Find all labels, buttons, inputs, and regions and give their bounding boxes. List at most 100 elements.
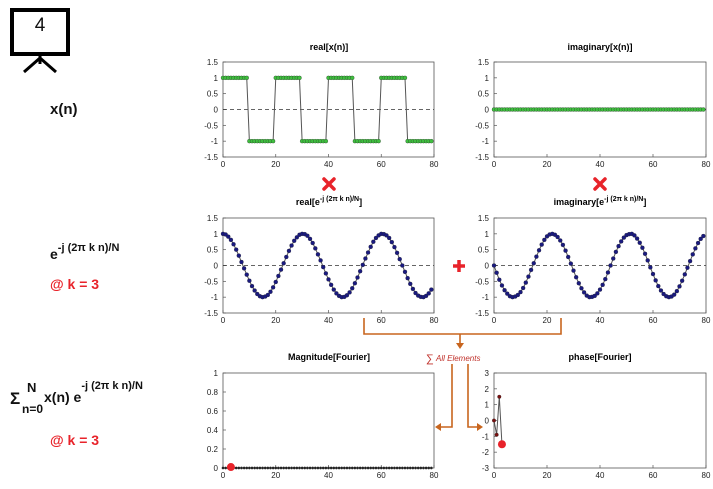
data-point [328,282,334,287]
chart-title: imaginary[e-j (2π k n)/N] [554,196,647,207]
x-tick-label: 20 [543,316,552,325]
data-point [292,238,297,243]
data-point [241,266,247,271]
data-point [414,466,417,470]
plot-area: 0 20 40 60 80 3 2 1 0 -1 -2 -3 [482,369,711,480]
data-point [534,254,539,259]
data-point [411,466,415,470]
y-tick-label: -2 [482,448,490,457]
data-point [502,288,507,293]
data-point [682,272,687,277]
y-tick-label: 1 [214,74,219,83]
y-tick-label: 1 [214,369,219,378]
data-point [650,271,656,277]
chart-real-e: real[e-j (2π k n)/N] 0 20 40 60 80 1.5 1 0.5 0 -0… [204,196,439,325]
y-tick-label: 0 [485,106,490,115]
title-main: imaginary[e [554,197,605,207]
data-point [395,466,399,470]
data-point [318,258,323,263]
plot-frame [493,372,707,469]
title-main: real[e [296,197,320,207]
data-point [389,239,394,245]
y-tick-label: 1.5 [478,214,490,223]
data-point [406,466,409,470]
data-point [408,281,413,287]
data-point [326,277,331,282]
data-point [403,466,407,470]
data-point [558,238,563,243]
data-point [597,287,603,292]
data-point [619,239,624,244]
data-point [281,261,286,266]
data-point [249,283,255,289]
signal-label-text: x(n) [50,101,78,118]
y-tick-label: 1.5 [207,214,219,223]
data-point [416,466,420,470]
data-point [345,466,349,470]
x-tick-label: 40 [596,471,605,480]
data-point [334,291,339,296]
x-tick-label: 80 [430,316,439,325]
data-point [245,466,249,470]
data-point [360,262,365,268]
data-point [350,286,355,291]
data-point [348,466,351,470]
data-point [332,466,336,470]
y-tick-label: 0.4 [207,426,219,435]
data-point [329,466,333,470]
presentation-board-icon [10,8,70,74]
x-tick-label: 60 [377,471,386,480]
data-point [344,293,350,298]
plot-area: 0 20 40 60 80 1.5 1 0.5 0 -0.5 -1 -1.5 [204,214,439,325]
data-point [315,252,321,257]
sum-symbol: ∑ [426,353,434,365]
data-point [321,264,326,270]
data-point [568,261,573,266]
data-point [427,466,431,470]
data-point [308,466,312,470]
data-point [321,466,325,470]
x-tick-label: 40 [324,316,333,325]
data-point [234,466,238,470]
data-point [695,240,701,246]
data-point [240,466,243,470]
title-sup: -j (2π k n)/N [604,196,643,203]
data-point [282,466,286,470]
kernel-label: e-j (2π k n)/N [50,242,119,262]
x-tick-label: 0 [492,471,497,480]
data-point [653,278,658,283]
data-point [402,269,408,274]
data-point [400,466,404,470]
data-point [377,466,380,470]
data-point [231,242,236,247]
data-point [226,234,231,239]
data-point [297,75,302,80]
sigma-symbol: Σ [10,389,21,409]
y-tick-label: 2 [485,385,490,394]
sigma-block: Σ N n=0 [10,380,44,416]
chart-imag-e: imaginary[e-j (2π k n)/N] 0 20 40 60 801.510… [475,196,711,325]
y-tick-label: 1 [485,401,490,410]
data-point [258,466,262,470]
data-point [426,291,431,296]
data-point [365,250,371,255]
y-tick-label: 0 [214,106,219,115]
data-point [642,251,648,256]
data-point [497,394,502,399]
data-point [505,291,510,296]
data-point [270,285,276,290]
y-tick-label: 1 [214,230,219,239]
data-point [382,466,386,470]
data-point [672,292,677,297]
data-point [387,466,391,470]
data-point [536,248,542,253]
data-point [701,107,706,112]
data-point [268,289,273,294]
data-point [645,258,650,263]
x-tick-label: 20 [543,160,552,169]
y-tick-label: 1.5 [207,58,219,67]
x-tick-label: 80 [430,160,439,169]
y-tick-label: 0.2 [207,445,219,454]
x-tick-label: 80 [702,316,711,325]
